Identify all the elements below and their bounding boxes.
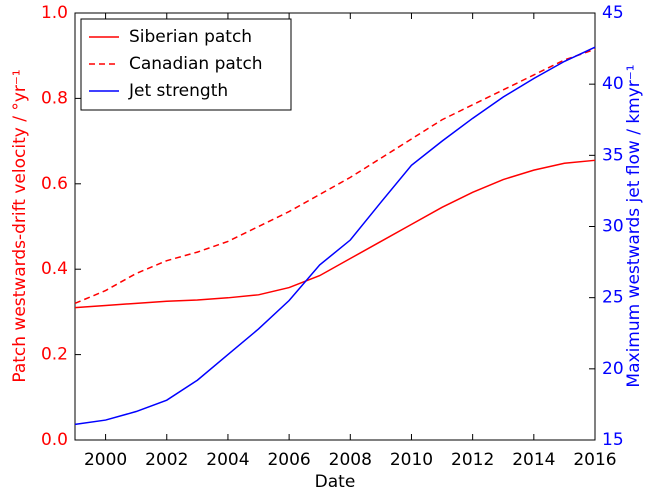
y-tick-label: 1.0 — [41, 3, 68, 23]
x-tick-label: 2004 — [206, 450, 249, 470]
series-line — [74, 48, 596, 305]
y-tick-label: 0.6 — [41, 174, 68, 194]
x-axis-label: Date — [315, 472, 356, 492]
y-axis-label: Patch westwards-drift velocity / °yr⁻¹ — [10, 69, 30, 382]
y2-tick-label: 20 — [602, 359, 624, 379]
y-tick-label: 0.8 — [41, 88, 68, 108]
x-tick-label: 2012 — [451, 450, 494, 470]
y2-tick-label: 35 — [602, 145, 624, 165]
y2-tick-label: 15 — [602, 430, 624, 450]
y-tick-label: 0.4 — [41, 259, 68, 279]
y2-tick-label: 30 — [602, 217, 624, 237]
y2-tick-label: 40 — [602, 74, 624, 94]
y-tick-label: 0.0 — [41, 430, 68, 450]
legend-label: Canadian patch — [129, 54, 263, 74]
series-line — [74, 46, 596, 426]
x-tick-label: 2016 — [573, 450, 616, 470]
x-tick-label: 2006 — [267, 450, 310, 470]
x-tick-label: 2014 — [512, 450, 555, 470]
y2-axis-label: Maximum westwards jet flow / kmyr⁻¹ — [624, 64, 644, 387]
legend-label: Jet strength — [128, 81, 228, 101]
x-tick-label: 2010 — [390, 450, 433, 470]
y2-tick-label: 45 — [602, 3, 624, 23]
legend-box — [80, 18, 292, 111]
legend-label: Siberian patch — [129, 27, 252, 47]
y2-tick-label: 25 — [602, 288, 624, 308]
x-tick-label: 2002 — [145, 450, 188, 470]
x-tick-label: 2000 — [84, 450, 127, 470]
x-tick-label: 2008 — [329, 450, 372, 470]
y-tick-label: 0.2 — [41, 345, 68, 365]
series-line — [74, 159, 596, 309]
